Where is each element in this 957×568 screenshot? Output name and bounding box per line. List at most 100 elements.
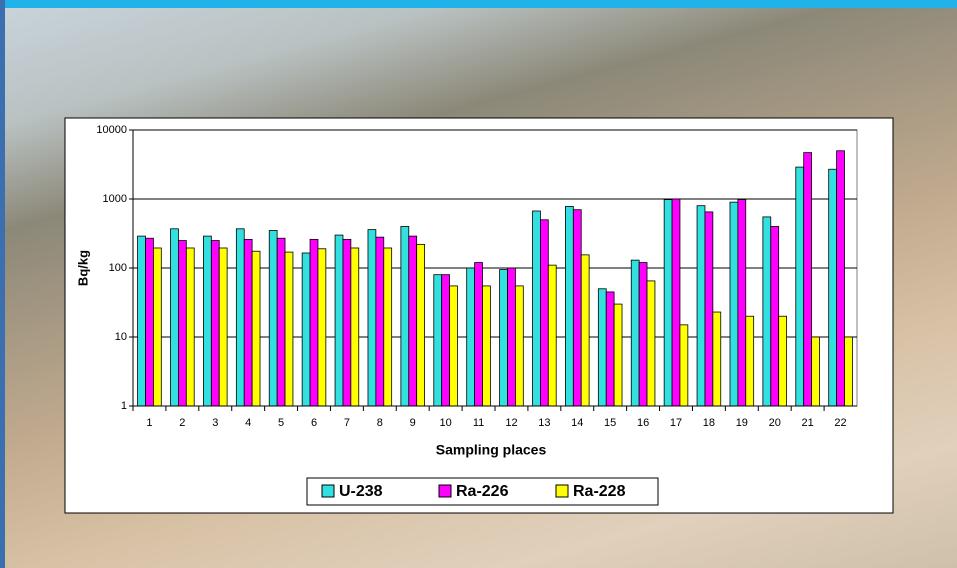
bar (663, 199, 673, 407)
bar (580, 254, 590, 407)
x-tick-label: 16 (637, 417, 649, 429)
bar (317, 248, 327, 407)
legend-swatch (555, 484, 569, 498)
x-tick-label: 11 (473, 417, 484, 429)
y-tick-label: 100 (109, 262, 127, 274)
y-tick-label: 10000 (96, 124, 127, 136)
bar (441, 274, 450, 407)
bar (844, 336, 853, 407)
bar (762, 216, 772, 407)
bar (268, 230, 278, 407)
bar (778, 315, 787, 407)
y-tick-label: 1 (121, 400, 127, 412)
x-tick-label: 13 (538, 417, 550, 429)
y-axis-title: Bq/kg (75, 250, 90, 286)
x-tick-label: 3 (212, 417, 218, 429)
bar (630, 259, 640, 407)
bar (836, 150, 845, 407)
y-tick-label: 10 (115, 331, 127, 343)
bar (646, 280, 656, 407)
bar (251, 250, 261, 407)
bar (745, 315, 755, 407)
bar (383, 247, 393, 407)
bar (342, 238, 352, 407)
x-tick-label: 2 (179, 417, 185, 429)
bar (178, 240, 187, 407)
bar (309, 238, 319, 407)
x-tick-label: 22 (834, 417, 846, 429)
x-tick-label: 17 (670, 417, 682, 429)
bar (811, 336, 820, 407)
bar (243, 238, 253, 407)
bar (828, 168, 837, 407)
bar (449, 285, 458, 407)
bar (203, 235, 212, 407)
bar (547, 264, 557, 407)
bar (210, 240, 220, 407)
bar (679, 324, 689, 407)
bar (712, 311, 722, 407)
bar (350, 247, 360, 407)
x-axis-title: Sampling places (436, 442, 547, 458)
bar (334, 234, 344, 407)
bar (416, 243, 425, 407)
bar (572, 209, 582, 407)
x-tick-label: 20 (769, 417, 781, 429)
bar (532, 210, 541, 407)
bar (729, 201, 739, 407)
bar (153, 247, 162, 407)
x-tick-label: 18 (703, 417, 715, 429)
bar (218, 247, 228, 407)
bar (565, 206, 574, 407)
bar (515, 285, 524, 407)
x-tick-label: 7 (344, 417, 350, 429)
bar (704, 211, 714, 407)
bar (400, 226, 410, 407)
legend-label: U-238 (339, 483, 383, 500)
x-tick-label: 10 (440, 417, 452, 429)
x-tick-label: 4 (245, 417, 251, 429)
x-tick-label: 9 (410, 417, 416, 429)
bar (408, 235, 418, 407)
bar (466, 267, 475, 407)
bar (770, 226, 780, 407)
bar (613, 303, 623, 407)
x-tick-label: 12 (505, 417, 517, 429)
legend-label: Ra-228 (573, 483, 626, 500)
bar (540, 219, 549, 407)
x-tick-label: 15 (604, 417, 616, 429)
bar (235, 228, 245, 407)
bar (507, 267, 516, 407)
bar (605, 291, 615, 407)
bar (375, 236, 385, 407)
bar (367, 229, 377, 407)
x-tick-label: 1 (146, 417, 152, 429)
bar (638, 262, 648, 407)
legend-label: Ra-226 (456, 483, 509, 500)
x-tick-label: 21 (802, 417, 814, 429)
x-tick-label: 8 (377, 417, 383, 429)
bar (671, 198, 681, 407)
bar (284, 251, 294, 407)
legend-swatch (438, 484, 452, 498)
bar (433, 274, 443, 407)
legend (306, 477, 659, 506)
x-tick-label: 6 (311, 417, 317, 429)
bar (597, 288, 607, 407)
bar (803, 152, 812, 407)
bar (185, 247, 195, 407)
legend-swatch (321, 484, 335, 498)
bar (795, 166, 805, 407)
bar (499, 269, 508, 407)
bar (145, 237, 154, 407)
bar (137, 235, 146, 407)
x-tick-label: 14 (571, 417, 583, 429)
bar (301, 252, 311, 407)
bar (482, 285, 491, 407)
bar (170, 228, 179, 407)
bar (696, 205, 706, 407)
y-tick-label: 1000 (103, 193, 127, 205)
x-tick-label: 5 (278, 417, 284, 429)
